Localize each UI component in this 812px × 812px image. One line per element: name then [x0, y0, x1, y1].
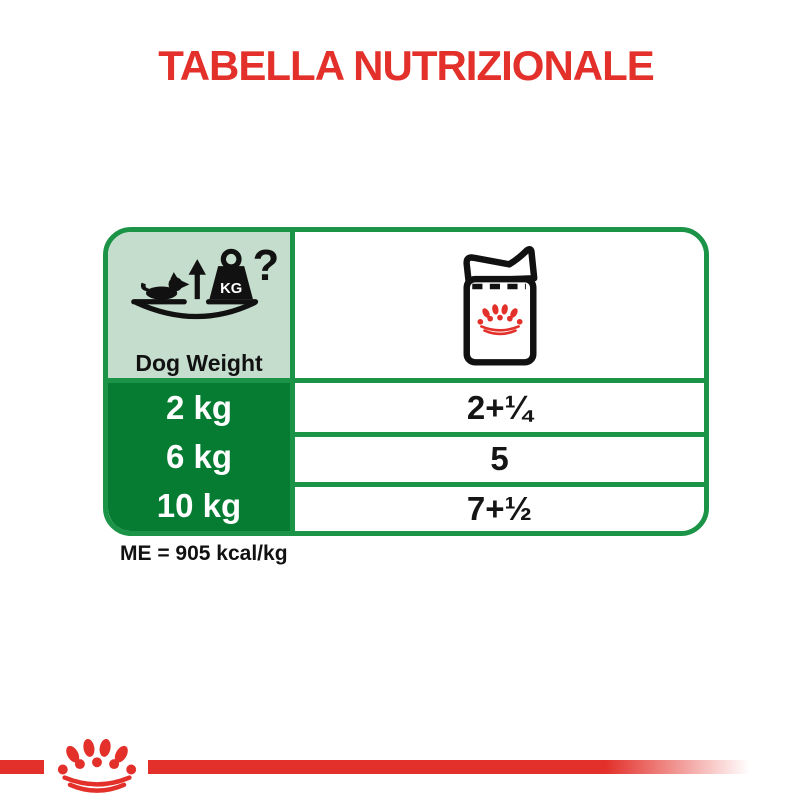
- nutrition-table: KG ? Dog Weight: [103, 227, 709, 536]
- up-arrow-icon: [194, 270, 200, 299]
- food-pouch-icon: [462, 246, 537, 366]
- pouch-header-cell: [295, 232, 704, 383]
- metabolizable-energy-footnote: ME = 905 kcal/kg: [120, 542, 288, 565]
- question-mark-icon: ?: [253, 242, 280, 290]
- pouches-value: 5: [490, 440, 509, 478]
- weight-cell: 10 kg: [108, 481, 295, 531]
- royal-canin-crown-logo: [52, 737, 142, 793]
- red-stripe: [0, 760, 757, 774]
- pouches-cell: 5: [295, 432, 704, 482]
- dog-weight-label: Dog Weight: [135, 349, 263, 376]
- dog-weight-header-cell: KG ? Dog Weight: [108, 232, 295, 383]
- page-title: TABELLA NUTRIZIONALE: [158, 42, 655, 90]
- pouches-value: 2+¼: [466, 388, 533, 426]
- pouches-value: 7+½: [466, 489, 533, 527]
- weight-cell: 6 kg: [108, 432, 295, 482]
- weight-cell: 2 kg: [108, 383, 295, 433]
- weight-value: 6 kg: [165, 437, 233, 475]
- pouches-cell: 2+¼: [295, 383, 704, 433]
- kg-badge-label: KG: [220, 281, 242, 297]
- pouches-cell: 7+½: [295, 481, 704, 531]
- kg-weight-icon: KG: [209, 248, 253, 299]
- weight-value: 2 kg: [165, 388, 233, 426]
- dog-weight-scale-icon: KG ?: [131, 242, 280, 319]
- weight-value: 10 kg: [156, 487, 242, 525]
- dog-icon: [140, 271, 190, 300]
